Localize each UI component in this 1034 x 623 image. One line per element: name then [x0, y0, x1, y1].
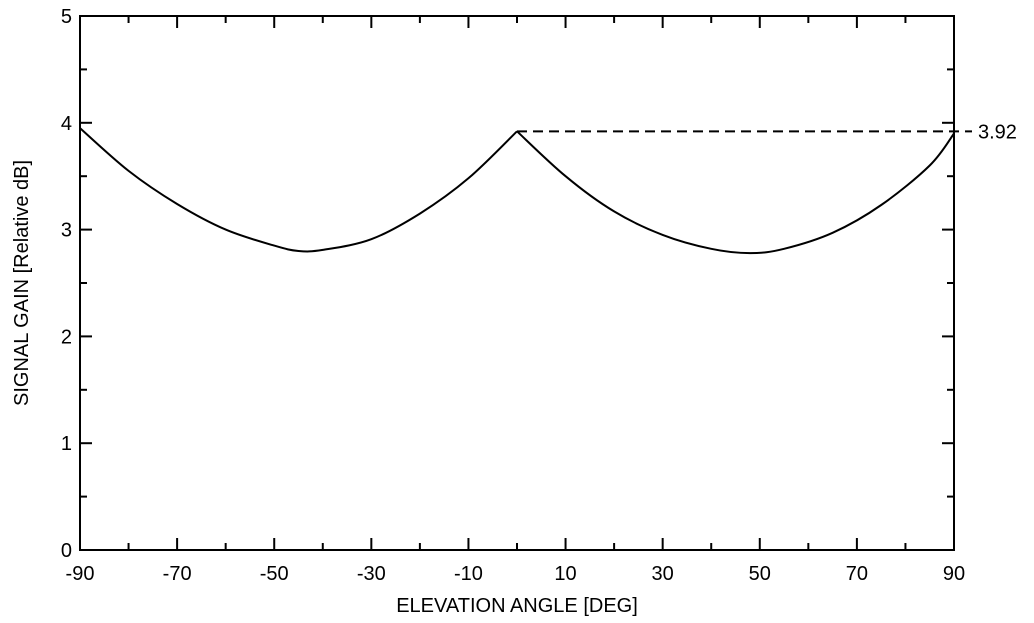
x-tick-label: 30	[652, 563, 674, 585]
y-tick-label: 5	[61, 6, 72, 28]
y-tick-labels: 0 1 2 3 4 5	[61, 6, 72, 562]
reference-value-label: 3.92	[978, 121, 1017, 143]
y-tick-label: 4	[61, 113, 72, 135]
x-tick-label: -90	[66, 563, 95, 585]
x-tick-labels: -90 -70 -50 -30 -10 10 30 50 70 90	[66, 563, 966, 585]
gain-curve	[79, 127, 955, 255]
y-axis-title: SIGNAL GAIN [Relative dB]	[11, 160, 33, 406]
x-tick-label: -70	[163, 563, 192, 585]
x-tick-label: 50	[749, 563, 771, 585]
y-tick-label: 1	[61, 433, 72, 455]
x-tick-label: -30	[357, 563, 386, 585]
plot-frame	[79, 15, 955, 551]
x-tick-label: -50	[260, 563, 289, 585]
x-tick-label: 70	[846, 563, 868, 585]
x-axis-title: ELEVATION ANGLE [DEG]	[396, 595, 638, 617]
y-tick-label: 0	[61, 540, 72, 562]
y-tick-label: 2	[61, 326, 72, 348]
x-tick-label: 10	[554, 563, 576, 585]
y-tick-label: 3	[61, 220, 72, 242]
axis-ticks	[79, 15, 955, 551]
x-tick-label: 90	[943, 563, 965, 585]
x-tick-label: -10	[454, 563, 483, 585]
